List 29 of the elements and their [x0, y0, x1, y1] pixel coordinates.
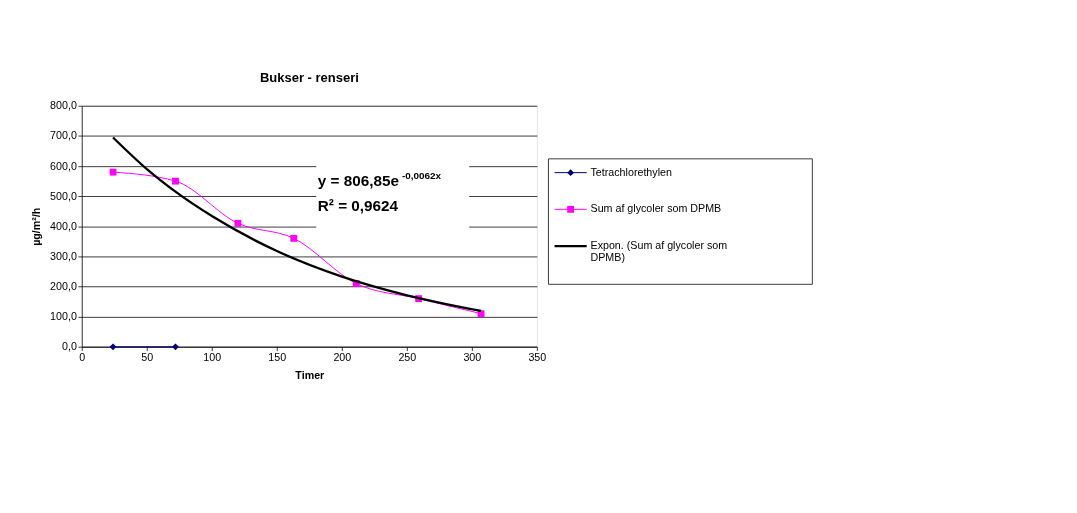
x-tick-label: 200 [333, 350, 352, 363]
y-tick-label: 0,0 [62, 340, 77, 353]
point [172, 343, 179, 351]
y-tick-label: 200,0 [50, 280, 77, 292]
x-axis-title: Timer [295, 369, 325, 382]
x-tick-label: 300 [463, 350, 482, 363]
x-tick-label: 350 [528, 350, 547, 363]
annotation: R² = 0,9624 [317, 196, 399, 214]
y-tick-label: 300,0 [50, 249, 77, 262]
x-tick-label: 150 [268, 350, 287, 363]
y-tick-label: 700,0 [50, 129, 77, 142]
point [290, 234, 298, 242]
legend-label: Expon. (Sum af glycoler som DPMB) [590, 239, 728, 264]
chart-title: Bukser - renseri [259, 70, 359, 86]
y-tick-label: 800,0 [50, 99, 77, 112]
x-tick-label: 0 [79, 350, 86, 363]
x-tick-label: 50 [141, 350, 154, 363]
legend-label: Sum af glycoler som DPMB [590, 202, 722, 215]
x-tick-label: 100 [203, 350, 222, 363]
point [172, 177, 179, 185]
point [234, 219, 242, 227]
legend-label: Tetrachlorethylen [590, 165, 672, 178]
y-tick-label: 400,0 [50, 219, 77, 232]
y-axis-title: µg/m²/h [30, 207, 43, 246]
y-tick-label: 600,0 [50, 159, 77, 172]
point [109, 343, 117, 351]
y-tick-label: 100,0 [50, 310, 77, 323]
x-tick-label: 250 [398, 350, 417, 363]
y-tick-label: 500,0 [50, 189, 77, 202]
